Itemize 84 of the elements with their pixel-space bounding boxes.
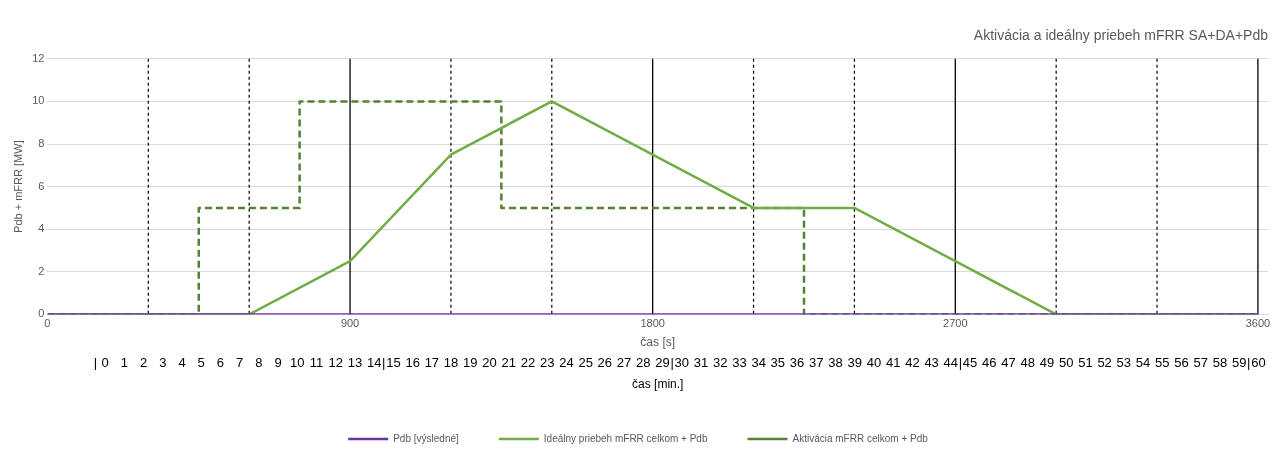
y-tick-label: 10 <box>32 94 45 107</box>
x2-tick-label: 60 <box>1251 355 1266 371</box>
x-tick-label: 900 <box>340 317 360 330</box>
x2-tick-label: 40 <box>866 355 882 371</box>
x2-tick-label: 48 <box>1020 355 1035 371</box>
x2-tick-label: 24 <box>559 355 574 371</box>
x2-tick-label: 14 <box>366 355 382 371</box>
x2-tick-label: 38 <box>828 355 843 371</box>
x2-tick-label: 25 <box>578 355 593 371</box>
x2-tick-label: | <box>958 355 963 371</box>
x2-tick-label: 1 <box>120 355 128 371</box>
x2-tick-label: 11 <box>309 355 324 371</box>
x2-tick-label: 43 <box>924 355 939 371</box>
x2-tick-label: 36 <box>789 355 805 371</box>
x2-tick-label: 55 <box>1155 355 1170 371</box>
x-tick-label: 3600 <box>1245 317 1271 330</box>
y-tick-label: 6 <box>38 179 45 192</box>
x2-tick-label: 17 <box>424 355 440 371</box>
x2-tick-label: 19 <box>463 355 478 371</box>
chart-title: Aktivácia a ideálny priebeh mFRR SA+DA+Pdb <box>973 27 1269 44</box>
x2-tick-label: 31 <box>693 355 709 371</box>
x2-tick-label: | <box>93 355 98 371</box>
x2-tick-label: 26 <box>597 355 613 371</box>
x2-tick-label: 57 <box>1193 355 1208 371</box>
x2-tick-label: 54 <box>1135 355 1151 371</box>
x2-tick-label: 7 <box>236 355 244 371</box>
x2-tick-label: 4 <box>178 355 186 371</box>
y-tick-label: 8 <box>38 137 45 150</box>
x2-tick-label: 39 <box>847 355 862 371</box>
x2-tick-label: | <box>670 355 674 371</box>
x2-tick-label: 52 <box>1097 355 1112 371</box>
y-tick-label: 12 <box>32 51 45 64</box>
x2-tick-label: 5 <box>197 355 205 371</box>
x2-tick-label: 23 <box>539 355 555 371</box>
y-tick-label: 2 <box>38 264 45 277</box>
x-axis-title: čas [s] <box>640 335 676 350</box>
x2-tick-label: 3 <box>159 355 167 371</box>
x2-tick-label: | <box>1247 355 1251 371</box>
x2-tick-label: 21 <box>501 355 516 371</box>
x2-tick-label: 8 <box>255 355 263 371</box>
x2-tick-label: 18 <box>443 355 459 371</box>
x2-tick-label: 34 <box>751 355 766 371</box>
x2-tick-label: 16 <box>405 355 420 371</box>
x2-tick-label: 33 <box>732 355 747 371</box>
legend-label: Aktivácia mFRR celkom + Pdb <box>792 432 929 444</box>
x2-tick-label: 47 <box>1001 355 1016 371</box>
legend-label: Ideálny priebeh mFRR celkom + Pdb <box>543 432 708 444</box>
x2-tick-label: 49 <box>1039 355 1055 371</box>
x2-axis-title: čas [min.] <box>632 377 684 392</box>
x2-tick-label: 22 <box>520 355 536 371</box>
y-tick-label: 4 <box>38 222 45 235</box>
x2-tick-label: 59 <box>1231 355 1247 371</box>
x2-tick-label: 0 <box>101 355 109 371</box>
x2-tick-label: 41 <box>885 355 901 371</box>
x2-tick-label: | <box>382 355 386 371</box>
x2-tick-label: 6 <box>216 355 225 371</box>
x2-tick-label: 30 <box>674 355 689 371</box>
x2-tick-label: 27 <box>616 355 632 371</box>
y-axis-title: Pdb + mFRR [MW] <box>11 140 24 233</box>
x2-tick-label: 51 <box>1078 355 1093 371</box>
x2-tick-label: 50 <box>1058 355 1074 371</box>
x2-tick-label: 42 <box>905 355 920 371</box>
x2-tick-label: 56 <box>1174 355 1189 371</box>
x2-tick-label: 44 <box>943 355 959 371</box>
x2-tick-label: 13 <box>347 355 363 371</box>
x2-tick-label: 2 <box>139 355 148 371</box>
x2-tick-label: 12 <box>328 355 343 371</box>
x2-tick-label: 20 <box>482 355 497 371</box>
y-tick-label: 0 <box>38 307 45 320</box>
x2-tick-label: 46 <box>982 355 997 371</box>
x2-tick-label: 10 <box>290 355 305 371</box>
x2-tick-label: 32 <box>712 355 728 371</box>
x2-tick-label: 45 <box>962 355 978 371</box>
x2-tick-label: 37 <box>809 355 824 371</box>
x-tick-label: 1800 <box>640 317 665 330</box>
x2-tick-label: 9 <box>274 355 282 371</box>
x2-tick-label: 28 <box>636 355 651 371</box>
legend-label: Pdb [výsledné] <box>393 432 460 444</box>
x-tick-label: 2700 <box>943 317 968 330</box>
x2-tick-label: 53 <box>1116 355 1132 371</box>
x2-tick-label: 58 <box>1212 355 1228 371</box>
x2-tick-label: 35 <box>770 355 786 371</box>
x2-tick-label: 29 <box>655 355 670 371</box>
x2-tick-label: 15 <box>386 355 401 371</box>
